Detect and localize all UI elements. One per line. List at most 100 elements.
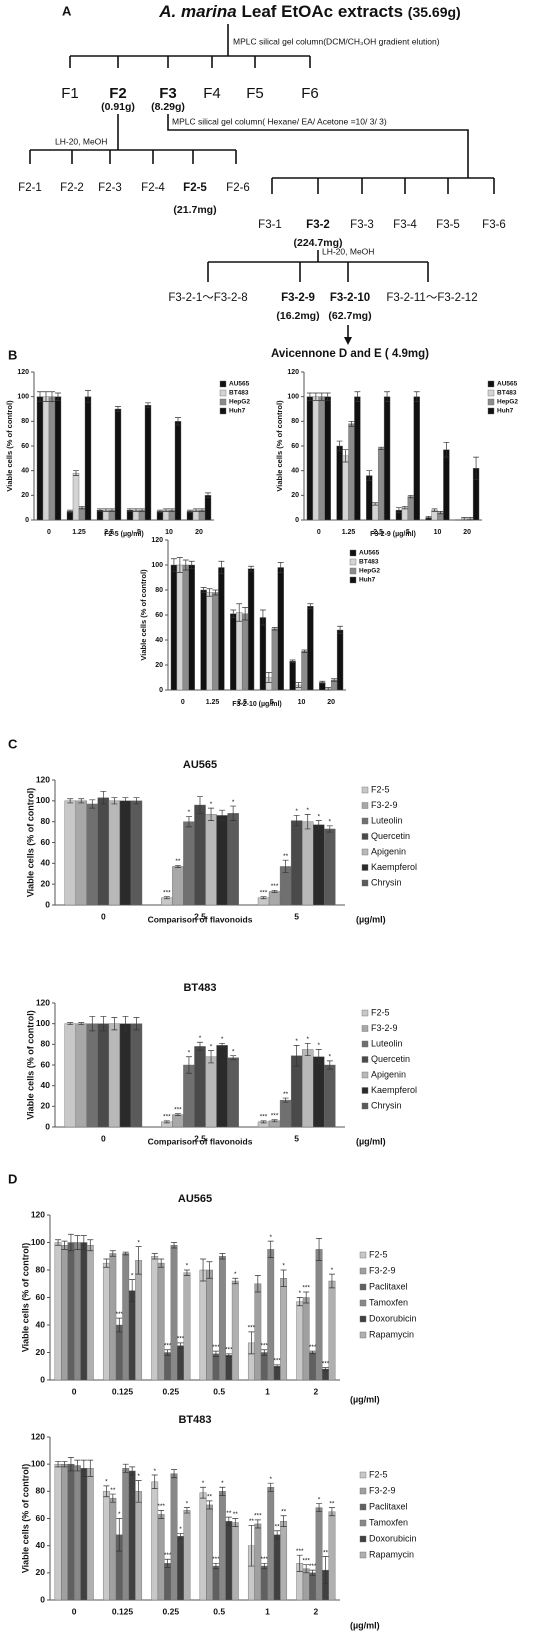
error-bar xyxy=(122,1251,129,1256)
bar xyxy=(172,866,184,906)
error-bar xyxy=(177,1533,184,1540)
y-tick-label: 120 xyxy=(151,537,163,544)
legend-swatch xyxy=(361,1087,369,1094)
significance: * xyxy=(295,808,298,815)
bar xyxy=(188,564,195,691)
bar xyxy=(324,828,336,906)
step-label: MPLC silical gel column(DCM/CH₃OH gradie… xyxy=(233,36,440,46)
legend-swatch xyxy=(487,398,495,406)
legend-swatch xyxy=(361,848,369,856)
bar xyxy=(157,1262,165,1381)
significance: *** xyxy=(212,1556,220,1563)
y-tick-label: 40 xyxy=(291,468,299,475)
bar xyxy=(206,1504,213,1601)
significance: *** xyxy=(164,1552,172,1559)
bar xyxy=(328,1511,336,1601)
legend-label: F3-2-9 xyxy=(369,1265,396,1275)
legend-swatch xyxy=(487,380,495,388)
error-bar xyxy=(206,1261,213,1279)
error-bar xyxy=(87,1459,94,1477)
bar xyxy=(194,1046,206,1128)
significance: ** xyxy=(226,1510,232,1517)
error-bar xyxy=(61,1461,68,1468)
legend-label: Apigenin xyxy=(371,846,406,856)
error-bar xyxy=(197,1041,203,1051)
x-tick-label: 5 xyxy=(294,911,299,921)
bar xyxy=(216,815,228,906)
legend-swatch xyxy=(219,407,227,415)
bar xyxy=(128,1290,136,1381)
chart-title: BT483 xyxy=(178,1414,211,1426)
error-bar xyxy=(100,791,107,805)
error-bar xyxy=(296,1554,303,1572)
significance: *** xyxy=(115,1311,123,1318)
bar xyxy=(86,1468,94,1601)
error-bar xyxy=(208,807,215,821)
y-tick-label: 20 xyxy=(41,878,51,888)
y-tick-label: 60 xyxy=(21,443,29,450)
legend-swatch xyxy=(359,1315,367,1323)
legend-label: F2-5 xyxy=(369,1249,388,1259)
bar xyxy=(64,1023,76,1128)
error-bar xyxy=(401,506,408,510)
legend-swatch xyxy=(219,389,227,397)
legend-swatch xyxy=(487,389,495,397)
bar xyxy=(86,1245,94,1381)
significance: * xyxy=(202,1480,205,1487)
error-bar xyxy=(78,798,85,804)
bar xyxy=(354,396,361,521)
bar xyxy=(383,396,391,521)
fraction: F3-1 xyxy=(258,219,282,231)
y-tick-label: 20 xyxy=(36,1567,46,1577)
bar xyxy=(170,1473,178,1601)
error-bar xyxy=(230,805,237,821)
x-tick-label: 10 xyxy=(434,529,442,536)
bar xyxy=(307,606,314,691)
bar xyxy=(302,1568,310,1601)
significance: * xyxy=(210,801,213,808)
error-bar xyxy=(316,1503,323,1513)
x-tick-label: 0.5 xyxy=(213,1606,225,1616)
bar xyxy=(194,804,206,906)
bar xyxy=(290,1055,303,1128)
error-bar xyxy=(274,1364,281,1368)
error-bar xyxy=(232,1518,239,1527)
legend-label: BT483 xyxy=(229,390,249,397)
error-bar xyxy=(111,1017,118,1031)
x-tick-label: 2.5 xyxy=(237,699,247,706)
bar xyxy=(231,1522,239,1601)
error-bar xyxy=(431,508,438,512)
significance: * xyxy=(221,1036,224,1043)
bar xyxy=(259,617,267,691)
y-tick-label: 60 xyxy=(155,612,163,619)
bar xyxy=(372,503,379,521)
error-bar xyxy=(259,609,266,626)
error-bar xyxy=(197,796,203,814)
legend-label: Rapamycin xyxy=(369,1549,414,1559)
fraction: F2-4 xyxy=(141,182,165,194)
bar xyxy=(72,472,80,521)
bar xyxy=(324,1064,336,1128)
bar xyxy=(216,1045,228,1128)
legend-swatch xyxy=(359,1535,367,1543)
error-bar xyxy=(87,1239,94,1252)
legend-label: BT483 xyxy=(497,390,517,397)
error-bar xyxy=(260,1120,267,1124)
bar xyxy=(230,613,237,691)
error-bar xyxy=(304,814,311,830)
error-bar xyxy=(248,1331,255,1355)
bar xyxy=(227,1057,239,1128)
error-bar xyxy=(89,1016,96,1032)
bar xyxy=(183,1510,191,1601)
error-bar xyxy=(169,508,175,512)
bar xyxy=(205,1056,217,1128)
legend-swatch xyxy=(359,1503,367,1511)
bar xyxy=(267,1487,275,1601)
error-bar xyxy=(324,392,331,401)
error-bar xyxy=(188,560,195,570)
significance: * xyxy=(179,1526,182,1533)
y-tick-label: 100 xyxy=(17,394,29,401)
error-bar xyxy=(318,392,325,401)
bar xyxy=(151,1481,159,1601)
error-bar xyxy=(319,680,326,685)
